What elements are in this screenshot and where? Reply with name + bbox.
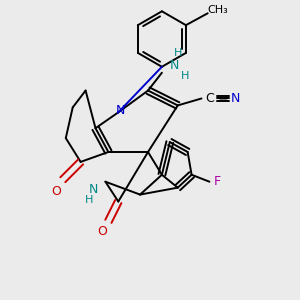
- Text: O: O: [98, 225, 107, 238]
- Text: N: N: [170, 59, 179, 72]
- Text: C: C: [205, 92, 214, 105]
- Text: N: N: [89, 183, 98, 196]
- Text: H: H: [181, 71, 189, 81]
- Text: O: O: [51, 185, 61, 198]
- Text: F: F: [214, 175, 221, 188]
- Text: H: H: [174, 48, 182, 58]
- Text: N: N: [116, 104, 125, 117]
- Text: H: H: [84, 194, 93, 205]
- Text: N: N: [230, 92, 240, 105]
- Text: CH₃: CH₃: [207, 5, 228, 15]
